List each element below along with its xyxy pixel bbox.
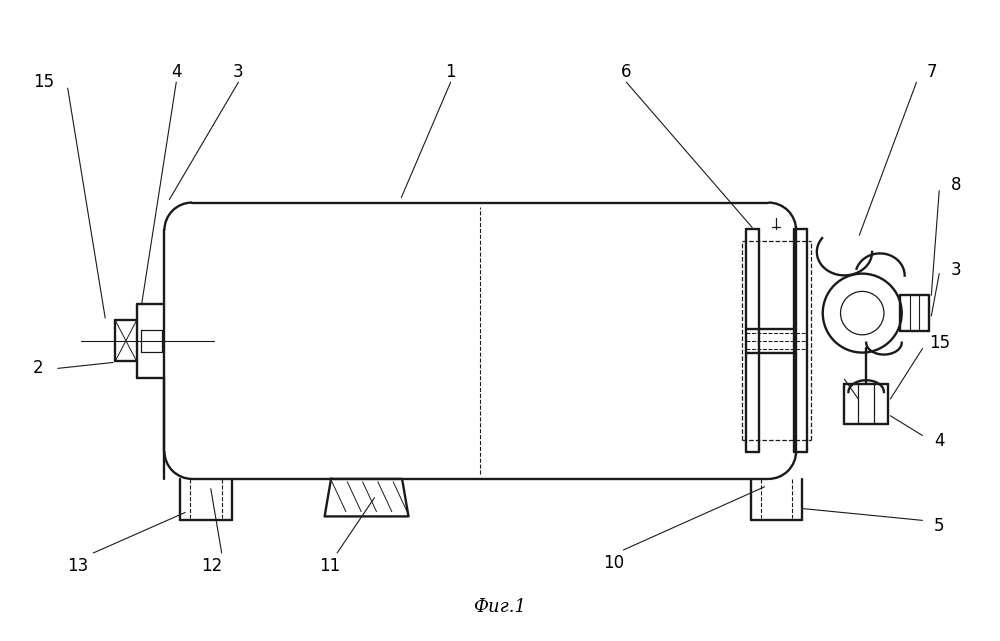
Text: 15: 15 — [929, 334, 950, 352]
Text: 1: 1 — [445, 63, 456, 81]
Text: 8: 8 — [951, 176, 961, 194]
Text: 3: 3 — [951, 261, 961, 279]
Text: 10: 10 — [603, 554, 624, 572]
Text: 13: 13 — [67, 557, 88, 575]
Text: 3: 3 — [233, 63, 244, 81]
Text: Фиг.1: Фиг.1 — [474, 598, 526, 616]
Text: 2: 2 — [33, 360, 43, 378]
Text: 4: 4 — [934, 433, 944, 451]
Text: 15: 15 — [33, 73, 55, 91]
Text: 4: 4 — [171, 63, 182, 81]
Text: 7: 7 — [927, 63, 938, 81]
Text: 6: 6 — [621, 63, 632, 81]
Text: 11: 11 — [320, 557, 341, 575]
Text: 5: 5 — [934, 517, 944, 535]
Text: 12: 12 — [201, 557, 222, 575]
